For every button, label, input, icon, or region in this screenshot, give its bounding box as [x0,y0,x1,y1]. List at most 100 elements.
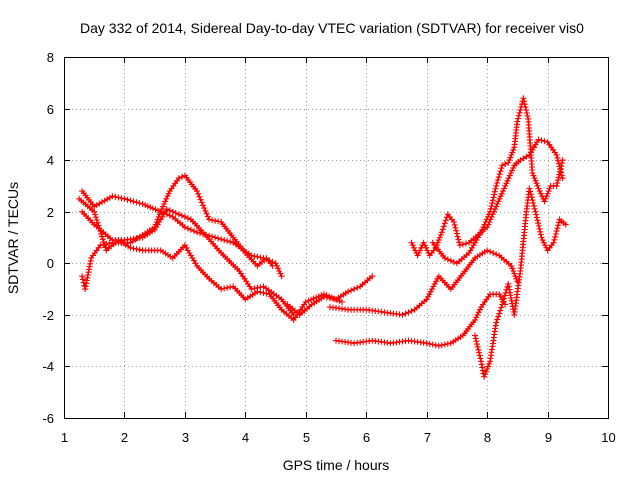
data-point [175,211,182,218]
data-point [477,355,484,362]
data-point [202,207,209,214]
data-point [551,236,558,243]
data-point [501,185,508,192]
data-point [254,253,261,260]
data-point [269,262,276,269]
data-point [521,101,528,108]
data-point [550,239,557,246]
data-point [181,224,188,231]
data-point [476,352,483,359]
data-point [218,286,225,293]
data-point [175,175,182,182]
data-point [441,341,448,348]
data-point [520,95,527,102]
data-point [187,226,194,233]
data-point [354,284,361,291]
data-point [509,167,515,174]
data-point [534,182,541,189]
data-point [436,234,443,241]
data-point [442,217,449,224]
data-point [197,230,203,237]
data-point [166,207,173,214]
data-point [203,210,210,217]
data-point [157,208,164,215]
data-point [215,235,222,242]
data-point [533,211,540,218]
data-point [160,203,166,210]
data-point [494,201,501,207]
data-point [435,342,442,349]
series-line [329,249,519,316]
data-point [409,242,416,249]
data-point [275,265,281,272]
data-point [272,260,279,267]
data-point [510,268,517,274]
data-point [415,250,422,256]
data-point [481,221,488,228]
data-point [496,195,503,202]
data-point [506,289,513,296]
data-point [494,316,501,323]
data-point [206,216,213,223]
data-point [517,106,524,113]
data-point [521,98,528,105]
data-point [505,159,512,166]
data-point [482,371,489,378]
data-point [254,288,261,295]
series-line [335,293,506,347]
data-point [257,289,264,296]
data-point [204,213,211,220]
data-point [100,239,107,246]
series-track-1 [79,188,285,280]
data-point [535,223,542,229]
data-point [172,210,179,216]
data-point [212,234,219,241]
data-point [79,276,86,283]
data-series [76,95,569,380]
data-point [498,190,505,197]
data-point [115,194,122,201]
data-point [155,207,162,214]
data-point [435,237,442,244]
data-point [537,231,544,238]
data-point [544,190,551,197]
data-point [491,188,498,195]
x-tick-label: 9 [545,430,552,445]
data-point [440,223,447,230]
data-point [91,208,98,215]
data-point [441,220,448,227]
data-point [102,244,109,251]
y-axis-label: SDTVAR / TECUs [5,182,21,294]
data-point [96,225,103,232]
data-point [545,188,552,195]
data-point [184,225,191,232]
data-point [494,180,500,186]
data-point [559,160,565,166]
data-point [474,311,481,318]
data-point [429,341,436,348]
data-point [197,196,204,203]
data-point [502,161,509,167]
data-point [152,221,159,228]
data-point [444,340,451,347]
data-point [431,280,438,287]
data-point [323,294,330,301]
data-point [529,170,536,176]
data-point [161,201,168,207]
data-point [455,236,462,243]
y-tick-label: 2 [47,205,54,220]
data-point [201,205,208,212]
data-point [494,177,501,183]
data-point [495,313,502,320]
data-point [473,338,480,345]
data-point [459,241,466,248]
data-point [450,259,457,265]
data-point [153,219,160,225]
data-point [531,202,537,209]
data-point [485,363,492,370]
data-point [80,279,87,286]
y-tick-label: 0 [47,256,54,271]
data-point [552,231,559,237]
data-point [524,112,531,119]
